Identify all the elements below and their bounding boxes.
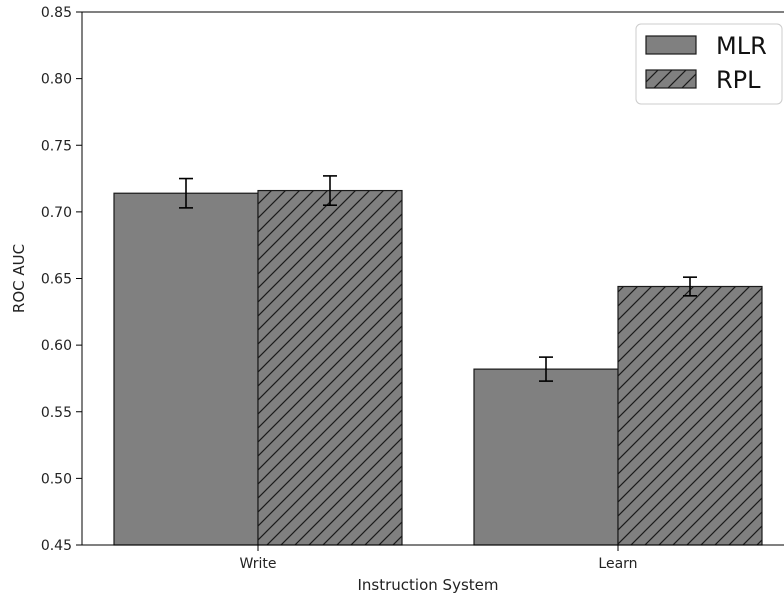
y-tick-label: 0.80 bbox=[41, 72, 72, 88]
y-axis-label: ROC AUC bbox=[10, 244, 28, 313]
y-tick-label: 0.75 bbox=[41, 138, 72, 154]
legend-swatch-mlr bbox=[645, 35, 697, 55]
error-bar-mlr-learn bbox=[539, 356, 553, 382]
x-axis-label: Instruction System bbox=[358, 576, 499, 594]
error-bar-rpl-write bbox=[323, 175, 337, 207]
legend-label-mlr: MLR bbox=[716, 32, 767, 60]
bar-rpl-learn bbox=[617, 285, 763, 546]
x-axis: Write Learn bbox=[240, 545, 638, 572]
y-tick-label: 0.65 bbox=[41, 272, 72, 288]
x-tick-label: Write bbox=[240, 556, 277, 572]
legend: MLR RPL bbox=[635, 23, 783, 105]
error-bar-rpl-learn bbox=[683, 276, 697, 297]
legend-swatch-rpl bbox=[645, 69, 697, 89]
bar-mlr-learn bbox=[473, 368, 619, 546]
y-tick-label: 0.70 bbox=[41, 205, 72, 221]
error-bar-mlr-write bbox=[179, 177, 193, 209]
y-tick-label: 0.55 bbox=[41, 405, 72, 421]
bars-group bbox=[113, 189, 763, 546]
error-bars-group bbox=[179, 175, 697, 382]
bar-rpl-write bbox=[257, 189, 403, 546]
x-tick-label: Learn bbox=[598, 556, 637, 572]
y-tick-label: 0.50 bbox=[41, 471, 72, 487]
y-tick-label: 0.85 bbox=[41, 5, 72, 21]
y-tick-label: 0.60 bbox=[41, 338, 72, 354]
y-axis: 0.45 0.50 0.55 0.60 0.65 0.70 0.75 0.80 0.85 bbox=[41, 5, 82, 554]
legend-label-rpl: RPL bbox=[716, 66, 761, 94]
bar-mlr-write bbox=[113, 192, 259, 546]
y-tick-label: 0.45 bbox=[41, 538, 72, 554]
